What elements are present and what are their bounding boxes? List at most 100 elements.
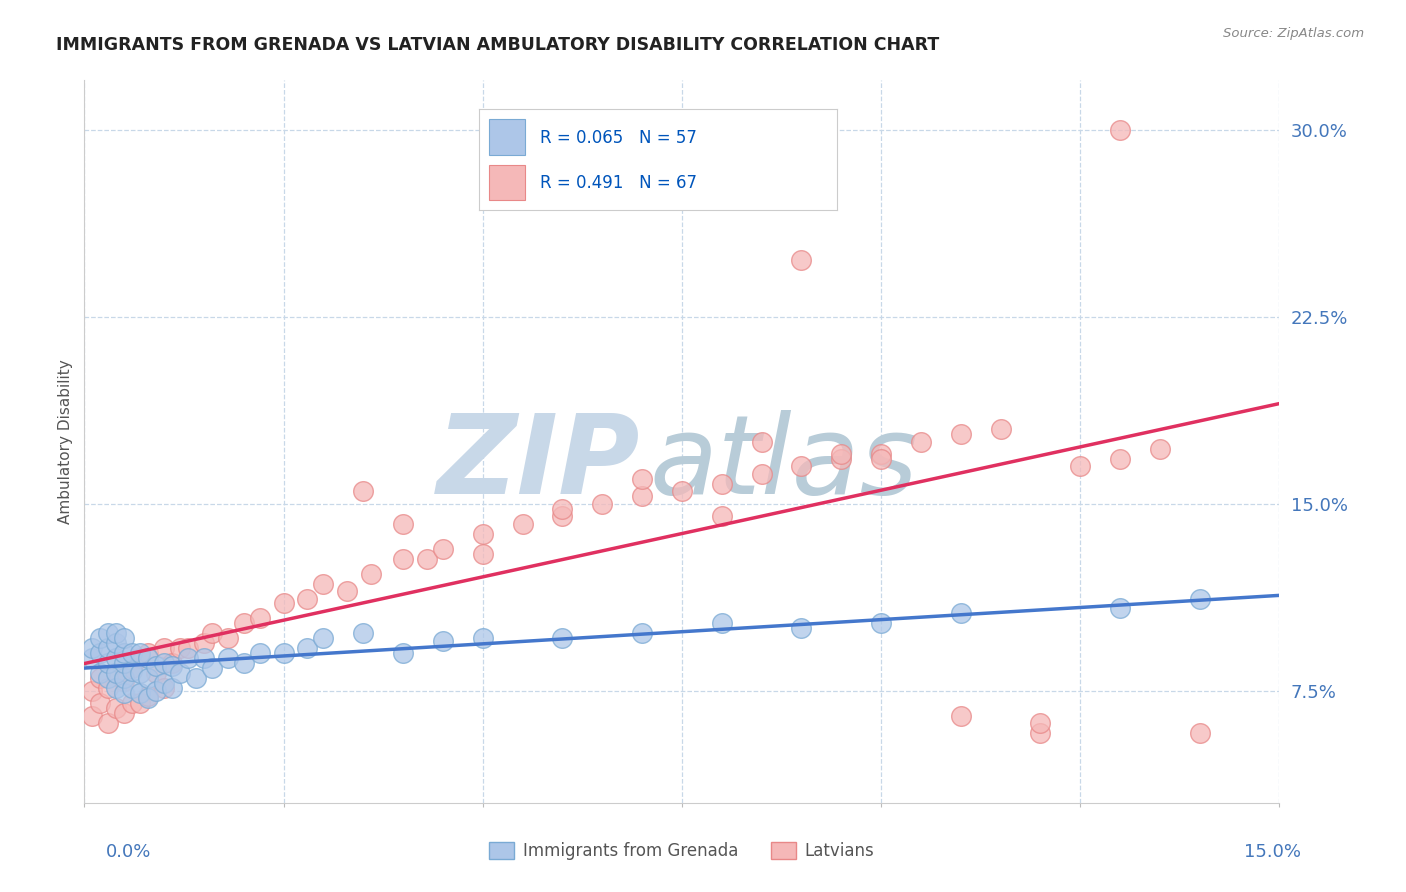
Point [249, 611, 271, 625]
Point [990, 422, 1012, 436]
Point [631, 626, 654, 640]
Point [160, 681, 183, 696]
Text: IMMIGRANTS FROM GRENADA VS LATVIAN AMBULATORY DISABILITY CORRELATION CHART: IMMIGRANTS FROM GRENADA VS LATVIAN AMBUL… [56, 36, 939, 54]
Point [121, 681, 143, 696]
Point [97, 716, 120, 731]
Point [129, 696, 152, 710]
Point [910, 434, 932, 449]
Point [153, 641, 176, 656]
Point [1109, 123, 1132, 137]
Point [1069, 459, 1091, 474]
Point [249, 646, 271, 660]
Point [112, 706, 135, 720]
Point [232, 657, 254, 671]
Point [112, 657, 135, 671]
Point [751, 434, 773, 449]
Point [177, 641, 200, 656]
Point [136, 671, 159, 685]
Point [136, 691, 159, 706]
Point [82, 708, 104, 723]
Point [193, 651, 215, 665]
Point [105, 681, 128, 696]
Point [512, 516, 534, 531]
Point [551, 501, 574, 516]
Point [121, 664, 143, 678]
Point [710, 616, 733, 631]
Point [471, 526, 494, 541]
Legend: Immigrants from Grenada, Latvians: Immigrants from Grenada, Latvians [482, 835, 882, 867]
Point [392, 646, 415, 660]
Point [97, 641, 120, 656]
Point [710, 509, 733, 524]
Point [97, 626, 120, 640]
Point [392, 551, 415, 566]
Point [1029, 726, 1052, 740]
Point [1149, 442, 1171, 456]
Point [89, 671, 111, 685]
Point [1109, 452, 1132, 467]
Point [129, 666, 152, 681]
Point [830, 452, 852, 467]
Point [89, 696, 111, 710]
Point [160, 658, 183, 673]
Point [169, 641, 191, 656]
Point [201, 626, 224, 640]
Point [312, 632, 335, 646]
Point [129, 646, 152, 660]
Point [1109, 601, 1132, 615]
Point [551, 509, 574, 524]
Point [160, 657, 183, 671]
Point [82, 683, 104, 698]
Point [153, 681, 176, 696]
Point [790, 621, 813, 635]
Point [1029, 716, 1052, 731]
Point [112, 686, 135, 700]
Point [471, 632, 494, 646]
Point [145, 666, 167, 681]
Point [870, 447, 893, 461]
Point [82, 641, 104, 656]
Point [105, 651, 128, 665]
Point [352, 484, 374, 499]
Point [153, 676, 176, 690]
Point [297, 641, 319, 656]
Point [177, 651, 200, 665]
Point [105, 636, 128, 650]
Point [129, 651, 152, 665]
Point [105, 666, 128, 681]
Point [870, 452, 893, 467]
Point [97, 681, 120, 696]
Point [121, 696, 143, 710]
Point [671, 484, 693, 499]
Point [193, 636, 215, 650]
Text: Source: ZipAtlas.com: Source: ZipAtlas.com [1223, 27, 1364, 40]
Point [89, 666, 111, 681]
Point [121, 646, 143, 660]
Point [790, 252, 813, 267]
Point [432, 633, 454, 648]
Point [153, 657, 176, 671]
Point [416, 551, 439, 566]
Point [97, 657, 120, 671]
Point [121, 661, 143, 675]
Point [273, 646, 295, 660]
Point [217, 651, 239, 665]
Point [273, 597, 295, 611]
Point [136, 651, 159, 665]
Point [112, 673, 135, 688]
Point [1188, 591, 1211, 606]
Point [949, 427, 972, 442]
Point [136, 646, 159, 660]
Point [112, 671, 135, 685]
Point [201, 661, 224, 675]
Point [790, 459, 813, 474]
Point [232, 616, 254, 631]
Point [336, 584, 359, 599]
Point [97, 671, 120, 685]
Point [82, 651, 104, 665]
Text: 15.0%: 15.0% [1243, 843, 1301, 861]
Point [297, 591, 319, 606]
Point [432, 541, 454, 556]
Text: 0.0%: 0.0% [105, 843, 150, 861]
Point [949, 708, 972, 723]
